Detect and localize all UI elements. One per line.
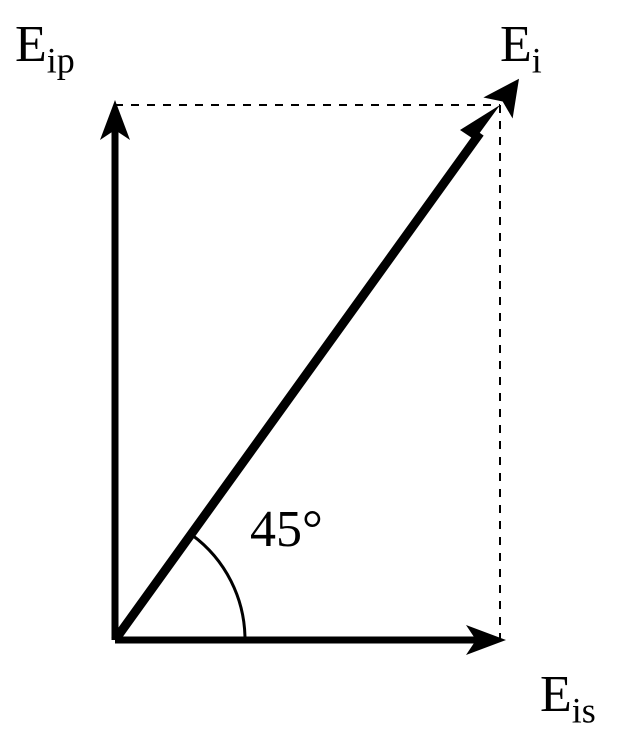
label-ei-sub: i <box>532 40 542 80</box>
label-eip: Eip <box>15 15 75 81</box>
vector-diagonal <box>115 133 480 640</box>
arrowhead-diagonal <box>460 105 500 160</box>
angle-arc <box>192 535 245 640</box>
label-ei-main: E <box>500 16 532 73</box>
angle-label: 45° <box>250 500 323 559</box>
vector-diagram: Eip Ei Eis 45° <box>0 0 642 743</box>
angle-value: 45° <box>250 501 323 558</box>
label-ei: Ei <box>500 15 542 81</box>
diagram-svg <box>0 0 642 743</box>
label-eis-main: E <box>540 666 572 723</box>
label-eip-sub: ip <box>47 40 75 80</box>
label-eis: Eis <box>540 665 596 731</box>
label-eip-main: E <box>15 16 47 73</box>
label-eis-sub: is <box>572 690 596 730</box>
